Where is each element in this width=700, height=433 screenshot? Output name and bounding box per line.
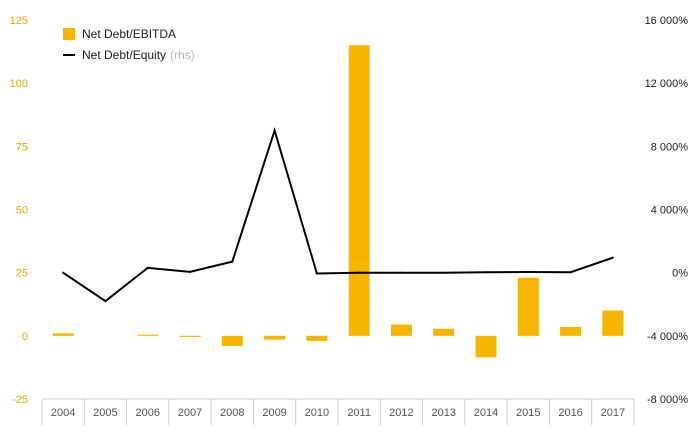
line-point-net-debt-equity [611,256,614,259]
bar-net-debt-ebitda [137,334,159,336]
bar-net-debt-ebitda [348,45,370,336]
y-left-tick-label: 125 [10,15,28,27]
bar-net-debt-ebitda [221,335,243,346]
y-left-tick-label: 0 [22,331,28,343]
line-point-net-debt-equity [358,271,361,274]
bar-net-debt-ebitda [560,326,582,336]
bar-net-debt-ebitda [52,333,74,336]
line-point-net-debt-equity [527,271,530,274]
legend-ebitda-swatch [63,28,75,40]
line-layer [62,127,614,303]
bar-net-debt-ebitda [390,324,412,336]
legend-rhs-note: (rhs) [170,48,195,62]
x-tick-label: 2005 [93,407,117,419]
y-left-tick-label: 50 [16,205,28,217]
legend-ebitda-label: Net Debt/EBITDA [82,27,176,41]
legend: Net Debt/EBITDA Net Debt/Equity (rhs) [63,27,195,62]
y-right-tick-label: 12 000% [645,78,689,90]
y-left-tick-label: 75 [16,141,28,153]
y-right-tick-label: 16 000% [645,15,689,27]
line-point-net-debt-equity [315,272,318,275]
x-tick-label: 2010 [305,407,329,419]
y-right-tick-label: 8 000% [651,141,689,153]
y-right-tick-label: -8 000% [647,394,688,406]
line-point-net-debt-equity [442,271,445,274]
line-point-net-debt-equity [62,271,65,274]
line-point-net-debt-equity [485,271,487,274]
y-left-tick-label: 100 [10,78,28,90]
x-tick-label: 2004 [51,407,75,419]
x-tick-label: 2006 [135,407,159,419]
x-tick-label: 2014 [474,407,498,419]
x-tick-label: 2011 [347,407,371,419]
x-tick-label: 2009 [262,407,286,419]
bar-net-debt-ebitda [517,277,539,336]
line-point-net-debt-equity [146,266,149,269]
y-right-tick-label: 4 000% [651,205,689,217]
bar-net-debt-ebitda [179,335,201,338]
line-point-net-debt-equity [189,270,191,273]
x-tick-label: 2008 [220,407,244,419]
bar-net-debt-ebitda [306,335,328,341]
x-tick-label: 2013 [431,407,455,419]
line-point-net-debt-equity [569,271,572,274]
bar-net-debt-ebitda [264,335,286,340]
line-point-net-debt-equity [273,129,276,132]
line-point-net-debt-equity [400,271,403,274]
y-left-tick-label: 25 [16,268,28,280]
legend-equity-text: Net Debt/Equity [82,48,166,62]
axis-layer: 2004 2005 2006 2007 2008 2009 2010 2011 2012 2013… [10,15,689,425]
x-tick-label: 2016 [558,407,582,419]
line-point-net-debt-equity [231,260,234,263]
x-tick-label: 2015 [516,407,540,419]
x-tick-label: 2007 [178,407,202,419]
bars-layer [52,45,624,358]
bar-net-debt-ebitda [602,310,624,336]
line-point-net-debt-equity [104,300,107,303]
y-left-tick-label: -25 [12,394,28,406]
bar-net-debt-ebitda [475,335,497,358]
y-right-tick-label: -4 000% [647,331,688,343]
bar-net-debt-ebitda [433,328,455,336]
legend-equity-label: Net Debt/Equity (rhs) [82,48,195,62]
x-tick-label: 2017 [601,407,625,419]
x-tick-label: 2012 [389,407,413,419]
line-net-debt-equity [62,127,614,303]
y-right-tick-label: 0% [672,268,688,280]
